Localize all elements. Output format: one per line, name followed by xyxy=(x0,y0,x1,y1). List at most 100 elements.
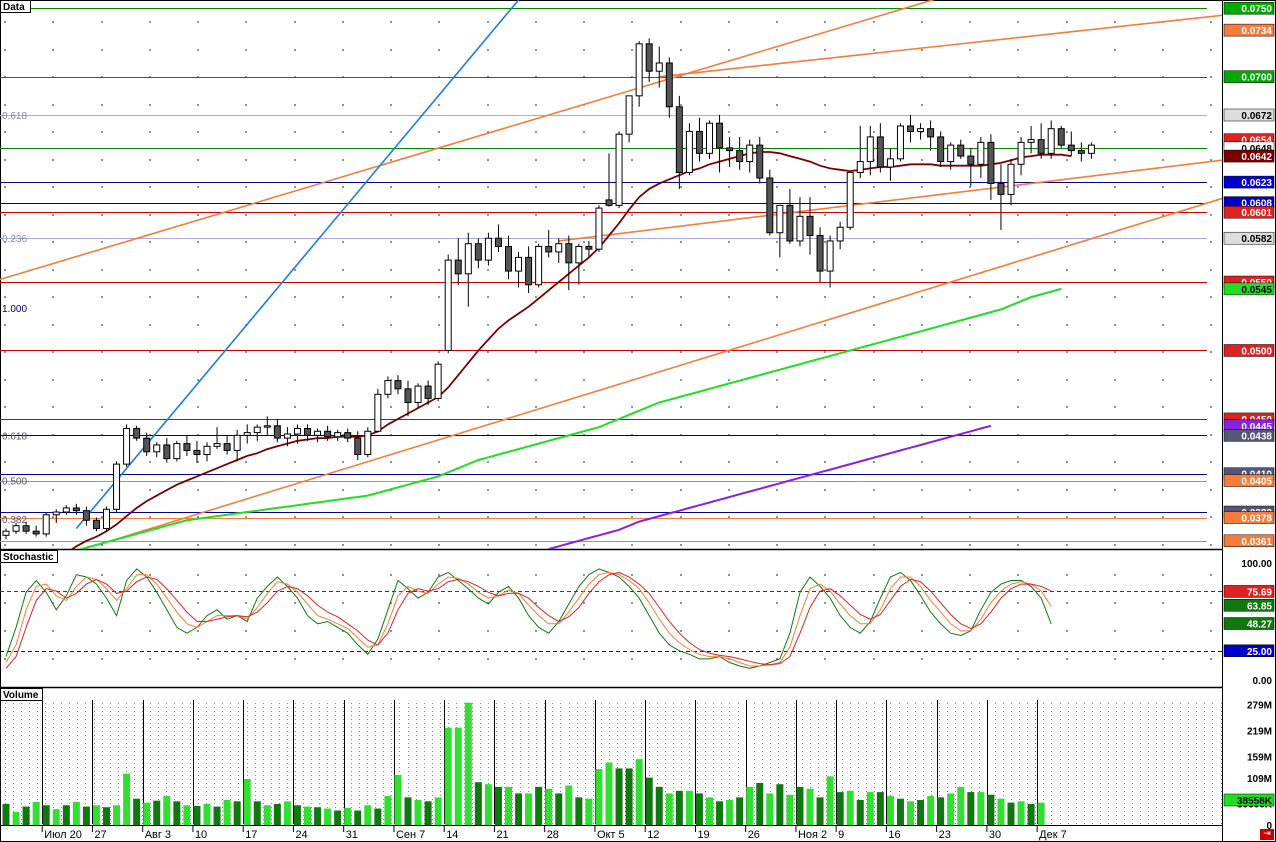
volume-bar[interactable] xyxy=(927,796,935,825)
candle[interactable] xyxy=(826,235,834,288)
volume-bar[interactable] xyxy=(1037,802,1045,825)
candle[interactable] xyxy=(344,428,352,443)
date-label[interactable]: 17 xyxy=(245,829,257,841)
candle[interactable] xyxy=(917,123,925,140)
volume-bar[interactable] xyxy=(967,792,975,825)
volume-bar[interactable] xyxy=(545,788,553,825)
volume-bar[interactable] xyxy=(394,775,402,825)
volume-bar[interactable] xyxy=(675,790,683,825)
volume-bar[interactable] xyxy=(414,800,422,825)
volume-bar[interactable] xyxy=(806,788,814,825)
date-label[interactable]: Окт 5 xyxy=(597,829,625,841)
date-label[interactable]: Июл 20 xyxy=(44,829,82,841)
candle[interactable] xyxy=(806,197,814,255)
volume-bar[interactable] xyxy=(987,794,995,825)
candle[interactable] xyxy=(796,197,804,247)
volume-bar[interactable] xyxy=(42,805,50,825)
volume-bar[interactable] xyxy=(163,796,171,825)
volume-bar[interactable] xyxy=(555,793,563,825)
candle[interactable] xyxy=(243,424,251,444)
price-tag[interactable]: 0.0642 xyxy=(1223,149,1275,163)
date-label[interactable]: 27 xyxy=(94,829,106,841)
price-tag[interactable]: 0.0672 xyxy=(1223,108,1275,122)
candle[interactable] xyxy=(645,38,653,83)
candle[interactable] xyxy=(434,361,442,402)
volume-bar[interactable] xyxy=(665,793,673,825)
volume-pane-title-tab[interactable]: Volume xyxy=(0,688,43,702)
volume-bar[interactable] xyxy=(424,801,432,825)
candle[interactable] xyxy=(927,120,935,151)
volume-bar[interactable] xyxy=(384,796,392,825)
candle[interactable] xyxy=(32,525,40,537)
volume-bar[interactable] xyxy=(856,800,864,825)
candle[interactable] xyxy=(283,427,291,447)
candle[interactable] xyxy=(1037,123,1045,159)
price-axis[interactable]: 0.07500.07340.07000.06720.06540.06480.06… xyxy=(1223,1,1275,548)
candle[interactable] xyxy=(876,123,884,173)
candle[interactable] xyxy=(907,115,914,143)
candle[interactable] xyxy=(856,125,864,178)
candle[interactable] xyxy=(736,136,744,170)
candle[interactable] xyxy=(595,205,603,252)
price-pane-title-tab[interactable]: Data xyxy=(0,0,31,14)
volume-bar[interactable] xyxy=(505,786,512,825)
volume-bar[interactable] xyxy=(685,790,693,825)
candle[interactable] xyxy=(937,131,945,168)
volume-bar[interactable] xyxy=(625,768,633,825)
candle[interactable] xyxy=(836,221,844,250)
volume-bar[interactable] xyxy=(846,790,854,825)
volume-bar[interactable] xyxy=(233,801,241,825)
candle[interactable] xyxy=(474,238,482,269)
candle[interactable] xyxy=(706,120,713,159)
volume-bar[interactable] xyxy=(203,803,211,825)
volume-bar[interactable] xyxy=(615,768,623,825)
volume-bar[interactable] xyxy=(283,801,291,825)
volume-bar[interactable] xyxy=(464,702,472,825)
candle[interactable] xyxy=(193,440,201,463)
volume-bar[interactable] xyxy=(595,769,603,825)
volume-bar[interactable] xyxy=(907,801,914,825)
date-label[interactable]: 12 xyxy=(647,829,659,841)
candle[interactable] xyxy=(726,136,734,168)
volume-bar[interactable] xyxy=(153,800,161,825)
trendline[interactable] xyxy=(659,0,1276,78)
date-label[interactable]: 16 xyxy=(888,829,900,841)
candle[interactable] xyxy=(213,427,221,450)
volume-bar[interactable] xyxy=(22,806,30,825)
candle[interactable] xyxy=(123,424,131,467)
candle[interactable] xyxy=(494,224,502,252)
volume-bar[interactable] xyxy=(263,805,271,825)
volume-bar[interactable] xyxy=(726,800,734,825)
volume-bar[interactable] xyxy=(886,796,894,825)
date-label[interactable]: 19 xyxy=(697,829,709,841)
date-label[interactable]: 24 xyxy=(295,829,307,841)
candle[interactable] xyxy=(273,418,281,443)
volume-bar[interactable] xyxy=(123,773,131,825)
candle[interactable] xyxy=(253,424,261,441)
volume-bar[interactable] xyxy=(786,794,794,825)
candle[interactable] xyxy=(585,240,593,258)
date-label[interactable]: 31 xyxy=(346,829,358,841)
price-tag[interactable]: 0.0445 xyxy=(1223,419,1275,433)
stochastic-pane-title-tab[interactable]: Stochastic xyxy=(0,550,58,564)
stochastic-tag[interactable]: 48.27 xyxy=(1223,617,1275,631)
candle[interactable] xyxy=(625,95,633,143)
volume-bar[interactable] xyxy=(635,759,643,825)
candle[interactable] xyxy=(314,428,322,443)
volume-bar[interactable] xyxy=(344,807,352,825)
candle[interactable] xyxy=(896,123,904,162)
volume-bar[interactable] xyxy=(535,786,543,825)
candle[interactable] xyxy=(685,123,693,176)
candle[interactable] xyxy=(203,442,211,462)
candle[interactable] xyxy=(1047,120,1055,159)
volume-bar[interactable] xyxy=(113,805,121,825)
volume-bar[interactable] xyxy=(575,797,583,825)
volume-bar[interactable] xyxy=(253,801,261,825)
date-label[interactable]: Авг 3 xyxy=(145,829,171,841)
volume-bar[interactable] xyxy=(655,786,663,825)
candle[interactable] xyxy=(756,136,764,184)
candle[interactable] xyxy=(886,147,894,181)
volume-bar[interactable] xyxy=(937,797,945,825)
volume-bar[interactable] xyxy=(143,802,151,825)
candle[interactable] xyxy=(163,438,171,463)
